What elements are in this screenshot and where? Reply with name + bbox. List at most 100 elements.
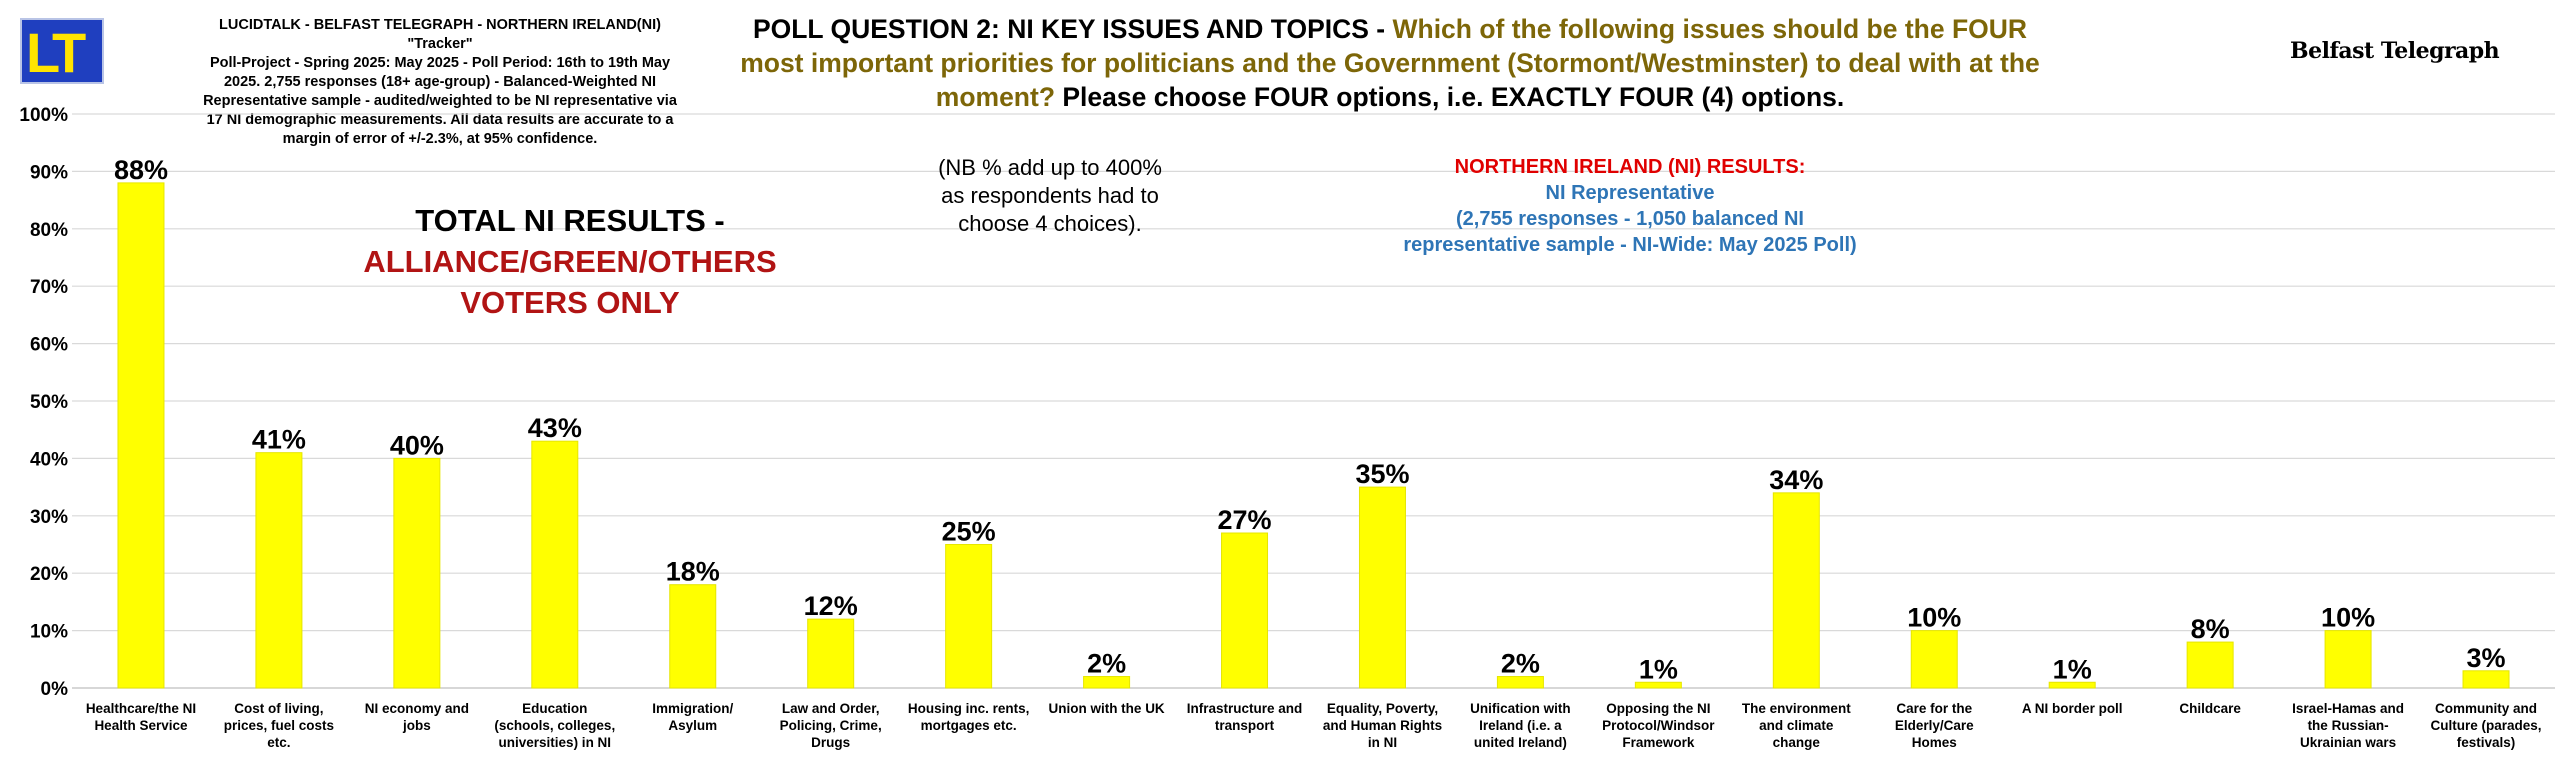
y-tick-label: 60%: [30, 335, 68, 356]
x-tick-label-line: Protocol/Windsor: [1602, 718, 1715, 733]
x-tick-label-line: Policing, Crime,: [780, 718, 882, 733]
data-label: 41%: [252, 425, 306, 455]
x-tick-label-line: Immigration/: [652, 701, 733, 716]
ni-results-line: (2,755 responses - 1,050 balanced NI: [1456, 208, 1804, 230]
ni-results-line: NI Representative: [1545, 182, 1715, 204]
voter-group-line: ALLIANCE/GREEN/OTHERS: [363, 244, 777, 279]
note-line: choose 4 choices).: [958, 211, 1142, 236]
x-tick-label-line: Childcare: [2179, 701, 2241, 716]
x-tick-label-line: Union with the UK: [1048, 701, 1164, 716]
data-label: 2%: [1087, 649, 1126, 679]
data-label: 27%: [1218, 505, 1272, 535]
x-tick-label-line: Framework: [1622, 735, 1695, 750]
x-tick-label-line: Health Service: [94, 718, 188, 733]
bar: [807, 618, 855, 689]
x-tick-label-line: Housing inc. rents,: [908, 701, 1030, 716]
title-part-1: POLL QUESTION 2: NI KEY ISSUES AND TOPIC…: [752, 14, 1393, 44]
x-tick-label-line: universities) in NI: [499, 735, 612, 750]
ni-results-box: NORTHERN IRELAND (NI) RESULTS: NI Repres…: [1380, 154, 1880, 258]
poll-info-line: LUCIDTALK - BELFAST TELEGRAPH - NORTHERN…: [219, 17, 661, 52]
x-tick-label-line: and Human Rights: [1323, 718, 1442, 733]
x-tick-label-line: jobs: [402, 718, 431, 733]
x-tick-label-line: Unification with: [1470, 701, 1571, 716]
belfast-telegraph-logo: Belfast Telegraph: [2290, 38, 2500, 64]
x-tick-label-line: Community and: [2435, 701, 2537, 716]
x-tick-label-line: prices, fuel costs: [224, 718, 334, 733]
x-tick-label: Immigration/Asylum: [652, 701, 733, 733]
x-tick-label: NI economy and jobs: [365, 701, 469, 733]
x-tick-label-line: Opposing the NI: [1606, 701, 1710, 716]
x-tick-label: Education (schools, colleges, universities…: [494, 701, 615, 750]
x-tick-label-line: The environment: [1742, 701, 1851, 716]
bar: [1358, 486, 1406, 689]
x-tick-label-line: Education: [522, 701, 587, 716]
data-label: 10%: [1907, 603, 1961, 633]
x-tick-label-line: NI economy and: [365, 701, 469, 716]
bar: [117, 182, 165, 689]
data-label: 43%: [528, 413, 582, 443]
title-part-2: Which of the following issues should be …: [740, 14, 2040, 112]
x-tick-label: Opposing the NI Protocol/Windsor Framework: [1602, 701, 1715, 750]
ni-results-title: NORTHERN IRELAND (NI) RESULTS:: [1454, 156, 1806, 178]
poll-info-line: margin of error of +/-2.3%, at 95% confi…: [282, 131, 598, 147]
bar: [2048, 681, 2096, 689]
poll-info-line: Poll-Project - Spring 2025: May 2025 - P…: [209, 55, 671, 71]
bar: [1083, 676, 1131, 689]
data-label: 3%: [2467, 643, 2506, 673]
data-label: 12%: [804, 591, 858, 621]
total-results-box: TOTAL NI RESULTS - ALLIANCE/GREEN/OTHERS…: [330, 200, 810, 323]
bar: [531, 440, 579, 689]
logo-text: LT: [26, 21, 86, 84]
poll-question-title: POLL QUESTION 2: NI KEY ISSUES AND TOPIC…: [720, 12, 2060, 114]
x-tick-label-line: A NI border poll: [2022, 701, 2123, 716]
x-tick-label: The environment and climate change: [1742, 701, 1851, 750]
bar: [2462, 670, 2510, 689]
y-tick-label: 20%: [30, 564, 68, 585]
x-tick-label-line: in NI: [1368, 735, 1397, 750]
x-tick-label-line: Cost of living,: [234, 701, 323, 716]
lucidtalk-logo: LT: [20, 18, 104, 84]
y-tick-label: 80%: [30, 220, 68, 241]
x-tick-label: Equality, Poverty, and Human Rights in NI: [1323, 701, 1442, 750]
x-tick-label-line: Elderly/Care: [1895, 718, 1974, 733]
x-tick-label-line: Healthcare/the NI: [86, 701, 196, 716]
x-tick-label-line: Law and Order,: [782, 701, 880, 716]
voter-group-line: VOTERS ONLY: [460, 285, 680, 320]
bar: [1910, 630, 1958, 689]
x-tick-label: Childcare: [2179, 701, 2241, 716]
data-label: 10%: [2321, 603, 2375, 633]
x-tick-label: A NI border poll: [2022, 701, 2123, 716]
bar: [2186, 641, 2234, 689]
x-tick-label-line: Homes: [1912, 735, 1957, 750]
data-label: 34%: [1769, 465, 1823, 495]
x-tick-label: Unification with Ireland (i.e. a united Ir…: [1470, 701, 1571, 750]
poll-info-line: Representative sample - audited/weighted…: [203, 93, 677, 109]
note-line: as respondents had to: [941, 183, 1159, 208]
x-tick-label-line: Equality, Poverty,: [1327, 701, 1438, 716]
percentage-note: (NB % add up to 400% as respondents had …: [900, 154, 1200, 238]
y-tick-label: 10%: [30, 622, 68, 643]
bar: [1772, 492, 1820, 689]
x-tick-label-line: Care for the: [1896, 701, 1972, 716]
y-tick-label: 0%: [41, 679, 69, 700]
poll-info-line: 17 NI demographic measurements. All data…: [206, 112, 674, 128]
y-tick-label: 70%: [30, 277, 68, 298]
data-label: 35%: [1355, 459, 1409, 489]
bar: [1496, 676, 1544, 689]
data-label: 25%: [942, 517, 996, 547]
note-line: (NB % add up to 400%: [938, 155, 1162, 180]
x-tick-label-line: festivals): [2457, 735, 2516, 750]
y-tick-label: 100%: [19, 105, 68, 126]
x-tick-label-line: etc.: [267, 735, 290, 750]
data-label: 40%: [390, 430, 444, 460]
data-label: 18%: [666, 557, 720, 587]
title-part-3: Please choose FOUR options, i.e. EXACTLY…: [1055, 82, 1845, 112]
x-tick-label: Healthcare/the NI Health Service: [86, 701, 196, 733]
x-tick-label-line: Asylum: [668, 718, 717, 733]
x-tick-label: Care for the Elderly/Care Homes: [1895, 701, 1974, 750]
x-tick-label: Law and Order, Policing, Crime, Drugs: [780, 701, 882, 750]
x-tick-label-line: (schools, colleges,: [494, 718, 615, 733]
data-label: 1%: [2053, 654, 2092, 684]
x-tick-label: Infrastructure and transport: [1187, 701, 1303, 733]
